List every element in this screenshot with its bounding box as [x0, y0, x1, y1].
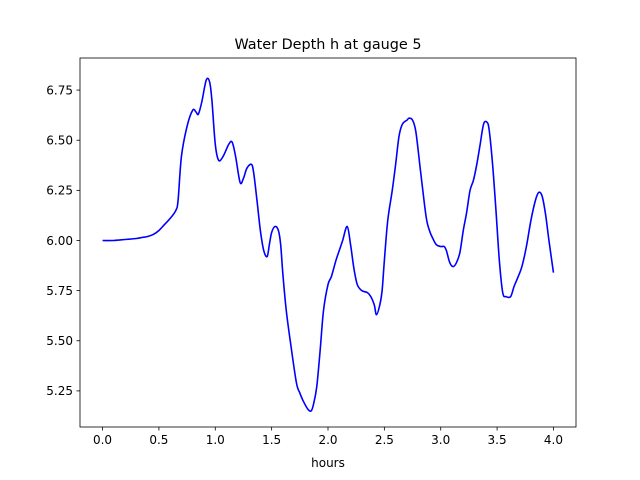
x-tick-label: 0.0	[93, 433, 112, 447]
y-tick-label: 6.50	[46, 134, 73, 148]
chart-title: Water Depth h at gauge 5	[234, 37, 421, 53]
y-tick-label: 6.25	[46, 184, 73, 198]
y-tick-label: 5.50	[46, 334, 73, 348]
x-tick-label: 0.5	[149, 433, 168, 447]
x-tick-label: 1.0	[206, 433, 225, 447]
plot-area-frame	[79, 57, 577, 428]
series-line-0	[102, 77, 555, 412]
x-axis-label: hours	[311, 456, 345, 470]
x-tick-label: 1.5	[262, 433, 281, 447]
y-tick-label: 6.75	[46, 83, 73, 97]
x-tick-label: 2.5	[375, 433, 394, 447]
y-tick-label: 6.00	[46, 234, 73, 248]
x-tick-label: 3.0	[431, 433, 450, 447]
x-axis-ticks: 0.0 0.5 1.0 1.5 2.0 2.5 3.0 3.5 4.0	[93, 427, 563, 447]
y-axis-ticks: 5.25 5.50 5.75 6.00 6.25 6.50 6.75	[46, 83, 80, 398]
series-group	[102, 77, 555, 412]
x-tick-label: 2.0	[318, 433, 337, 447]
y-tick-label: 5.25	[46, 384, 73, 398]
y-tick-label: 5.75	[46, 284, 73, 298]
x-tick-label: 3.5	[488, 433, 507, 447]
x-tick-label: 4.0	[544, 433, 563, 447]
